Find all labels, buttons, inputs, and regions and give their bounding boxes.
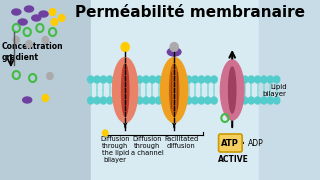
Circle shape <box>13 37 20 44</box>
Circle shape <box>102 130 108 136</box>
Circle shape <box>204 97 211 104</box>
Ellipse shape <box>25 6 34 12</box>
Circle shape <box>100 97 107 104</box>
Circle shape <box>42 37 49 44</box>
Circle shape <box>198 97 204 104</box>
Circle shape <box>107 97 113 104</box>
Text: Perméabilité membranaire: Perméabilité membranaire <box>76 5 306 20</box>
Bar <box>91 0 290 180</box>
Circle shape <box>254 76 261 83</box>
Circle shape <box>42 94 49 102</box>
Circle shape <box>261 76 267 83</box>
Text: Lipid
bilayer: Lipid bilayer <box>263 84 287 96</box>
Ellipse shape <box>170 64 179 116</box>
Circle shape <box>100 76 107 83</box>
Circle shape <box>137 97 143 104</box>
Text: ADP: ADP <box>248 138 263 147</box>
Circle shape <box>51 19 58 26</box>
Circle shape <box>186 76 192 83</box>
Circle shape <box>192 76 198 83</box>
Text: Diffusion
through
a channel: Diffusion through a channel <box>131 136 163 156</box>
Circle shape <box>267 76 274 83</box>
Circle shape <box>274 97 280 104</box>
Circle shape <box>121 42 129 51</box>
Circle shape <box>254 97 261 104</box>
Circle shape <box>88 97 94 104</box>
Circle shape <box>242 97 248 104</box>
Ellipse shape <box>18 19 27 25</box>
Circle shape <box>242 76 248 83</box>
Ellipse shape <box>161 57 188 123</box>
Circle shape <box>211 76 217 83</box>
Ellipse shape <box>167 48 181 56</box>
FancyBboxPatch shape <box>219 134 242 152</box>
Circle shape <box>261 97 267 104</box>
Text: Concentration
gradient: Concentration gradient <box>2 42 63 62</box>
Circle shape <box>156 76 162 83</box>
Circle shape <box>26 40 32 48</box>
Bar <box>0 0 91 180</box>
Circle shape <box>107 76 113 83</box>
Circle shape <box>47 73 53 80</box>
Circle shape <box>49 8 56 15</box>
Ellipse shape <box>32 15 41 21</box>
Ellipse shape <box>228 67 236 113</box>
Circle shape <box>137 76 143 83</box>
Circle shape <box>143 97 149 104</box>
Circle shape <box>143 76 149 83</box>
Ellipse shape <box>122 64 129 116</box>
Text: ATP: ATP <box>221 138 239 147</box>
Circle shape <box>192 97 198 104</box>
Circle shape <box>156 97 162 104</box>
Text: Facilitated
diffusion: Facilitated diffusion <box>164 136 198 149</box>
Circle shape <box>198 76 204 83</box>
Ellipse shape <box>23 97 32 103</box>
Circle shape <box>211 97 217 104</box>
Ellipse shape <box>220 60 244 120</box>
Ellipse shape <box>39 11 48 17</box>
Text: Diffusion
through
the lipid
bilayer: Diffusion through the lipid bilayer <box>100 136 130 163</box>
Ellipse shape <box>12 9 21 15</box>
Circle shape <box>94 97 100 104</box>
Circle shape <box>149 76 156 83</box>
Bar <box>259 0 290 180</box>
Circle shape <box>59 15 65 21</box>
Circle shape <box>248 76 254 83</box>
Circle shape <box>274 76 280 83</box>
Circle shape <box>170 42 178 51</box>
Circle shape <box>88 76 94 83</box>
Circle shape <box>94 76 100 83</box>
Circle shape <box>267 97 274 104</box>
Text: ACTIVE: ACTIVE <box>218 156 249 165</box>
Circle shape <box>248 97 254 104</box>
Circle shape <box>204 76 211 83</box>
Circle shape <box>186 97 192 104</box>
Circle shape <box>149 97 156 104</box>
Ellipse shape <box>112 57 138 123</box>
